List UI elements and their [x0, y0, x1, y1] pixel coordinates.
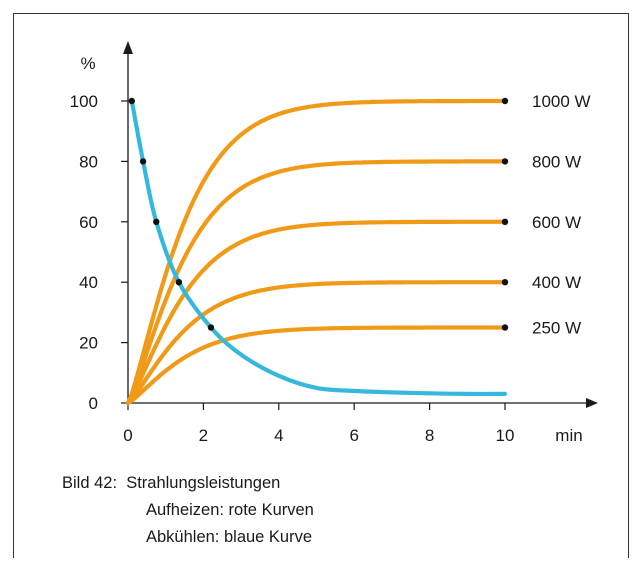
data-point-marker	[501, 279, 509, 286]
y-axis-arrow	[123, 41, 133, 54]
chart-markers	[128, 97, 509, 331]
data-point-marker	[501, 158, 509, 165]
figure-frame	[13, 13, 629, 558]
heating-curve-400W	[125, 280, 508, 406]
y-tick-label: 0	[89, 394, 98, 413]
data-point-marker	[501, 218, 509, 225]
x-axis-arrow	[586, 398, 598, 408]
heating-curve-800W	[125, 159, 508, 406]
heating-curve-250W	[125, 325, 508, 406]
series-label: 400 W	[532, 273, 581, 292]
figure-caption: Bild 42: Strahlungsleistungen Aufheizen:…	[62, 470, 314, 551]
x-tick-label: 0	[123, 426, 132, 445]
y-tick-label: 60	[79, 213, 98, 232]
x-tick-label: 4	[274, 426, 283, 445]
caption-cooling-note: Abkühlen: blaue Kurve	[146, 528, 313, 546]
data-point-marker	[175, 279, 183, 286]
series-label: 800 W	[532, 152, 581, 171]
data-point-marker	[207, 324, 215, 331]
x-axis-label: min	[555, 426, 582, 445]
data-point-marker	[501, 324, 509, 331]
series-label: 1000 W	[532, 92, 591, 111]
heating-curve-1000W	[125, 98, 508, 406]
x-tick-label: 8	[425, 426, 434, 445]
caption-heating-note: Aufheizen: rote Kurven	[146, 501, 314, 519]
y-tick-label: 100	[70, 92, 98, 111]
heating-curve-600W	[125, 219, 508, 406]
data-point-marker	[501, 97, 509, 105]
y-tick-label: 20	[79, 334, 98, 353]
data-point-marker	[139, 158, 147, 165]
y-tick-label: 40	[79, 273, 98, 292]
data-point-marker	[153, 218, 160, 225]
y-axis-label: %	[80, 54, 95, 73]
x-tick-label: 6	[349, 426, 358, 445]
y-tick-label: 80	[79, 152, 98, 171]
data-point-marker	[128, 97, 135, 105]
x-tick-label: 10	[496, 426, 515, 445]
caption-title: Bild 42: Strahlungsleistungen	[62, 474, 281, 492]
series-label: 250 W	[532, 319, 581, 338]
chart-curves	[125, 98, 508, 406]
series-label: 600 W	[532, 213, 581, 232]
x-tick-label: 2	[199, 426, 208, 445]
